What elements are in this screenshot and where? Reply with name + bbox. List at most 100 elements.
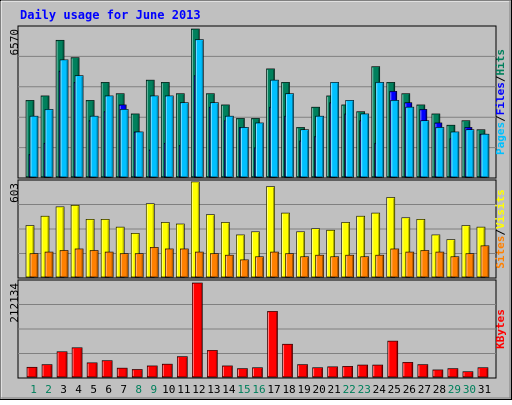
- bar-sites-day-11: [180, 248, 189, 278]
- chart-title: Daily usage for June 2013: [20, 8, 201, 22]
- bar-sites-day-22: [345, 254, 354, 278]
- legend-separator: /: [494, 115, 507, 122]
- bar-pages-day-16: [255, 122, 264, 178]
- y-max-label: 603: [8, 183, 21, 203]
- x-tick-label: 1: [30, 383, 37, 396]
- bar-sites-day-27: [420, 250, 430, 278]
- bar-kbytes-day-19: [297, 364, 308, 378]
- bar-pages-day-14-body: [225, 115, 234, 178]
- bar-kbytes-day-22-body: [342, 366, 353, 378]
- legend-separator: /: [494, 229, 507, 236]
- bar-pages-day-18: [285, 93, 294, 178]
- bar-pages-day-14: [225, 115, 234, 178]
- bar-pages-day-18-body: [285, 93, 294, 178]
- bar-pages-day-25: [390, 100, 400, 178]
- bar-kbytes-day-21-body: [327, 366, 338, 378]
- x-tick-label: 19: [297, 383, 310, 396]
- x-tick-label: 16: [252, 383, 265, 396]
- x-axis-labels: 1 2 3 4 5 6 7 8 9 10 11 12 13 14 15 16 17 18 19 20 21 22 23 24 2…: [30, 383, 491, 396]
- bar-kbytes-day-11-body: [177, 356, 188, 378]
- bar-sites-day-4: [74, 248, 84, 278]
- bar-pages-day-3-body: [59, 59, 69, 178]
- legend-visits: Visits: [494, 189, 507, 229]
- bar-kbytes-day-2: [41, 364, 53, 378]
- bar-sites-day-7-body: [119, 253, 129, 278]
- bar-kbytes-day-4: [71, 347, 83, 378]
- bar-kbytes-day-3-body: [56, 351, 68, 378]
- x-tick-label: 4: [75, 383, 82, 396]
- bar-sites-day-28-body: [435, 251, 445, 278]
- bar-pages-day-26-body: [405, 106, 415, 178]
- bar-pages-day-12-body: [195, 39, 204, 178]
- y-max-label: 212134: [8, 283, 21, 323]
- bar-kbytes-day-12-body: [192, 282, 203, 378]
- bar-pages-day-28: [435, 127, 445, 178]
- bar-sites-day-8: [134, 253, 144, 278]
- x-tick-label: 29: [448, 383, 461, 396]
- bar-sites-day-6: [104, 251, 114, 278]
- x-tick-label: 10: [162, 383, 175, 396]
- bar-kbytes-day-8-body: [131, 369, 143, 378]
- legend-hits: Hits: [494, 49, 507, 76]
- bar-sites-day-19: [300, 256, 309, 278]
- bar-kbytes-day-28: [432, 369, 444, 378]
- bar-kbytes-day-25-body: [387, 340, 399, 378]
- bar-sites-day-5: [89, 250, 99, 278]
- bar-kbytes-day-17: [267, 311, 278, 378]
- right-legend: KBytes: [494, 309, 507, 349]
- bar-pages-day-9: [149, 95, 159, 178]
- x-tick-label: 24: [373, 383, 387, 396]
- bar-pages-day-24: [375, 82, 385, 178]
- bar-kbytes-day-17-body: [267, 311, 278, 378]
- bar-sites-day-16: [255, 256, 264, 278]
- bar-pages-day-31-body: [480, 133, 490, 178]
- bar-sites-day-2-body: [44, 251, 54, 278]
- bar-sites-day-12-body: [195, 251, 204, 278]
- bar-sites-day-26-body: [405, 251, 415, 278]
- bar-pages-day-3: [59, 59, 69, 178]
- bar-kbytes-day-5-body: [86, 362, 98, 378]
- bar-sites-day-3-body: [59, 250, 69, 278]
- bar-pages-day-29-body: [450, 131, 460, 178]
- x-tick-label: 26: [403, 383, 416, 396]
- x-tick-label: 9: [150, 383, 157, 396]
- bar-kbytes-day-29-body: [447, 368, 459, 378]
- bar-kbytes-day-2-body: [41, 364, 53, 378]
- bar-sites-day-15-body: [240, 259, 249, 278]
- x-tick-label: 15: [237, 383, 250, 396]
- bar-sites-day-30: [465, 253, 475, 278]
- bar-pages-day-30: [465, 129, 475, 178]
- bar-sites-day-6-body: [104, 251, 114, 278]
- x-tick-label: 5: [90, 383, 97, 396]
- legend-pages: Pages: [494, 122, 507, 155]
- bar-pages-day-30-body: [465, 129, 475, 178]
- bar-kbytes-day-23-body: [357, 364, 369, 378]
- bar-sites-day-29: [450, 256, 460, 278]
- bar-sites-day-4-body: [74, 248, 84, 278]
- bar-sites-day-20: [315, 254, 324, 278]
- bar-pages-day-15-body: [240, 127, 249, 178]
- bar-sites-day-29-body: [450, 256, 460, 278]
- bar-pages-day-4-body: [74, 75, 84, 178]
- bar-kbytes-day-11: [177, 356, 188, 378]
- x-tick-label: 27: [418, 383, 431, 396]
- bar-kbytes-day-14: [222, 365, 233, 378]
- bar-kbytes-day-26: [402, 362, 414, 378]
- bar-pages-day-12: [195, 39, 204, 178]
- bar-kbytes-day-1-body: [26, 366, 38, 378]
- bar-kbytes-day-16: [252, 367, 263, 378]
- bar-sites-day-18-body: [285, 253, 294, 278]
- bar-kbytes-day-24: [372, 364, 384, 378]
- bar-kbytes-day-13: [207, 350, 218, 378]
- bar-sites-day-20-body: [315, 254, 324, 278]
- x-tick-label: 31: [478, 383, 491, 396]
- bar-pages-day-16-body: [255, 122, 264, 178]
- bar-kbytes-day-27: [417, 364, 429, 378]
- bar-pages-day-19: [300, 129, 309, 178]
- bar-pages-day-25-body: [390, 100, 400, 178]
- bar-kbytes-day-30: [462, 371, 474, 378]
- x-tick-label: 6: [105, 383, 112, 396]
- bar-sites-day-26: [405, 251, 415, 278]
- bar-kbytes-day-7: [116, 367, 128, 378]
